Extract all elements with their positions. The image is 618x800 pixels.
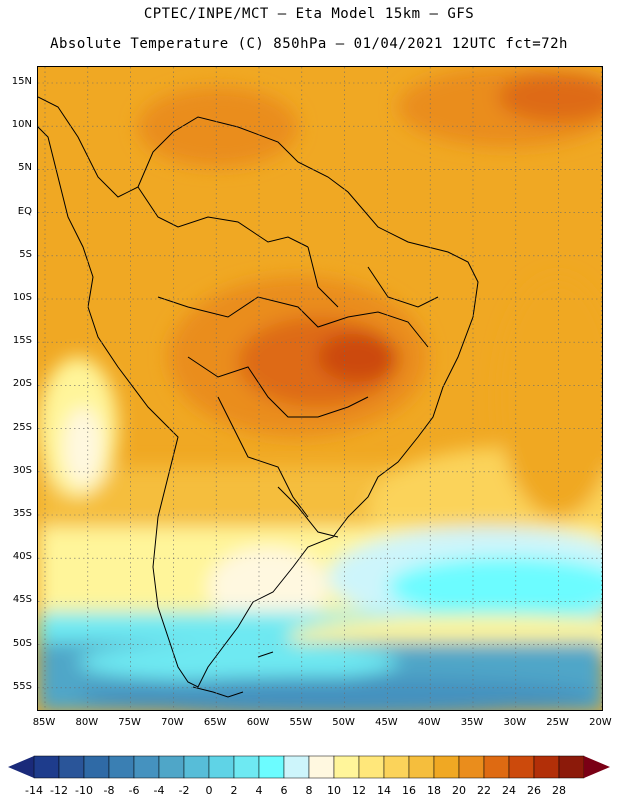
lon-label: 55W [289,717,313,728]
lat-label: 10S [12,292,32,303]
lon-label: 70W [161,717,184,728]
legend-color-cell [483,755,510,779]
lon-label: 30W [503,717,527,728]
legend-color-cell [183,755,210,779]
lon-label: 45W [375,717,398,728]
lat-label: 15N [11,76,32,87]
legend-label: 2 [230,784,238,797]
legend-color-cell [83,755,110,779]
lon-label: 65W [203,717,227,728]
lat-label: 15S [12,335,32,347]
legend-color-cell [383,755,410,779]
lon-label: 20W [589,717,612,728]
lon-label: 75W [118,717,141,728]
legend-color-cell [533,755,560,779]
lat-label: 20S [12,378,32,390]
legend-label: -6 [128,784,140,797]
legend-color-cell [458,755,485,779]
lat-label: 30S [12,464,32,476]
legend-color-cell [108,755,135,779]
temperature-map [37,66,603,711]
lon-label: 40W [417,717,441,728]
legend-color-cell [208,755,235,779]
legend-color-cell [258,755,285,779]
legend-label: 10 [327,784,341,797]
map-title-line2: Absolute Temperature (C) 850hPa – 01/04/… [50,36,568,52]
legend-label: 24 [502,784,516,797]
legend-color-cell [308,755,335,779]
legend-label: -12 [50,784,68,797]
legend-label: 16 [402,784,416,797]
temperature-field [38,67,602,710]
lat-label: 5N [18,162,32,174]
lat-label: 25S [12,421,32,433]
legend-overflow-arrow [584,756,610,778]
legend-label: 18 [427,784,441,797]
legend-label: 14 [377,784,391,797]
coastline [38,96,479,698]
legend-color-cell [508,755,535,779]
lat-label: 50S [12,637,32,649]
legend-label: 0 [205,784,213,797]
lat-label: 55S [12,680,32,692]
legend-color-cell [558,755,585,779]
legend-label: -2 [178,784,190,797]
lat-label: EQ [17,205,32,217]
legend-label: 26 [527,784,541,797]
lon-label: 60W [246,717,270,728]
legend-label: -4 [153,784,165,797]
lon-label: 85W [32,717,56,728]
legend-color-cell [408,755,435,779]
legend-label: -10 [75,784,93,797]
lon-label: 35W [460,717,484,728]
legend-label: 22 [477,784,491,797]
lon-label: 50W [332,717,355,728]
lat-label: 10N [11,119,32,131]
legend-color-cell [333,755,360,779]
legend-label: 6 [280,784,288,797]
legend-color-cell [358,755,385,779]
lat-label: 5S [19,248,32,260]
map-canvas [38,67,602,710]
legend-color-cell [58,755,85,779]
legend-color-cell [433,755,460,779]
legend-label: -14 [25,784,43,797]
legend-label: 20 [452,784,466,797]
legend-color-cell [233,755,260,779]
lat-label: 35S [12,508,32,519]
map-title-line1: CPTEC/INPE/MCT – Eta Model 15km – GFS [143,6,475,22]
legend-color-cell [283,755,310,779]
legend-label: 8 [305,784,313,797]
legend-underflow-arrow [8,756,34,778]
lon-label: 80W [75,717,99,728]
legend-label: 4 [255,784,263,797]
legend-label: -8 [103,784,115,797]
lat-label: 45S [12,594,32,606]
legend-color-cell [158,755,185,779]
legend-color-cell [33,755,60,779]
legend-label: 12 [352,784,366,797]
lat-label: 40S [12,551,32,563]
lon-label: 25W [546,717,569,728]
legend-label: 28 [552,784,566,797]
color-legend [8,755,610,779]
legend-color-cell [133,755,160,779]
